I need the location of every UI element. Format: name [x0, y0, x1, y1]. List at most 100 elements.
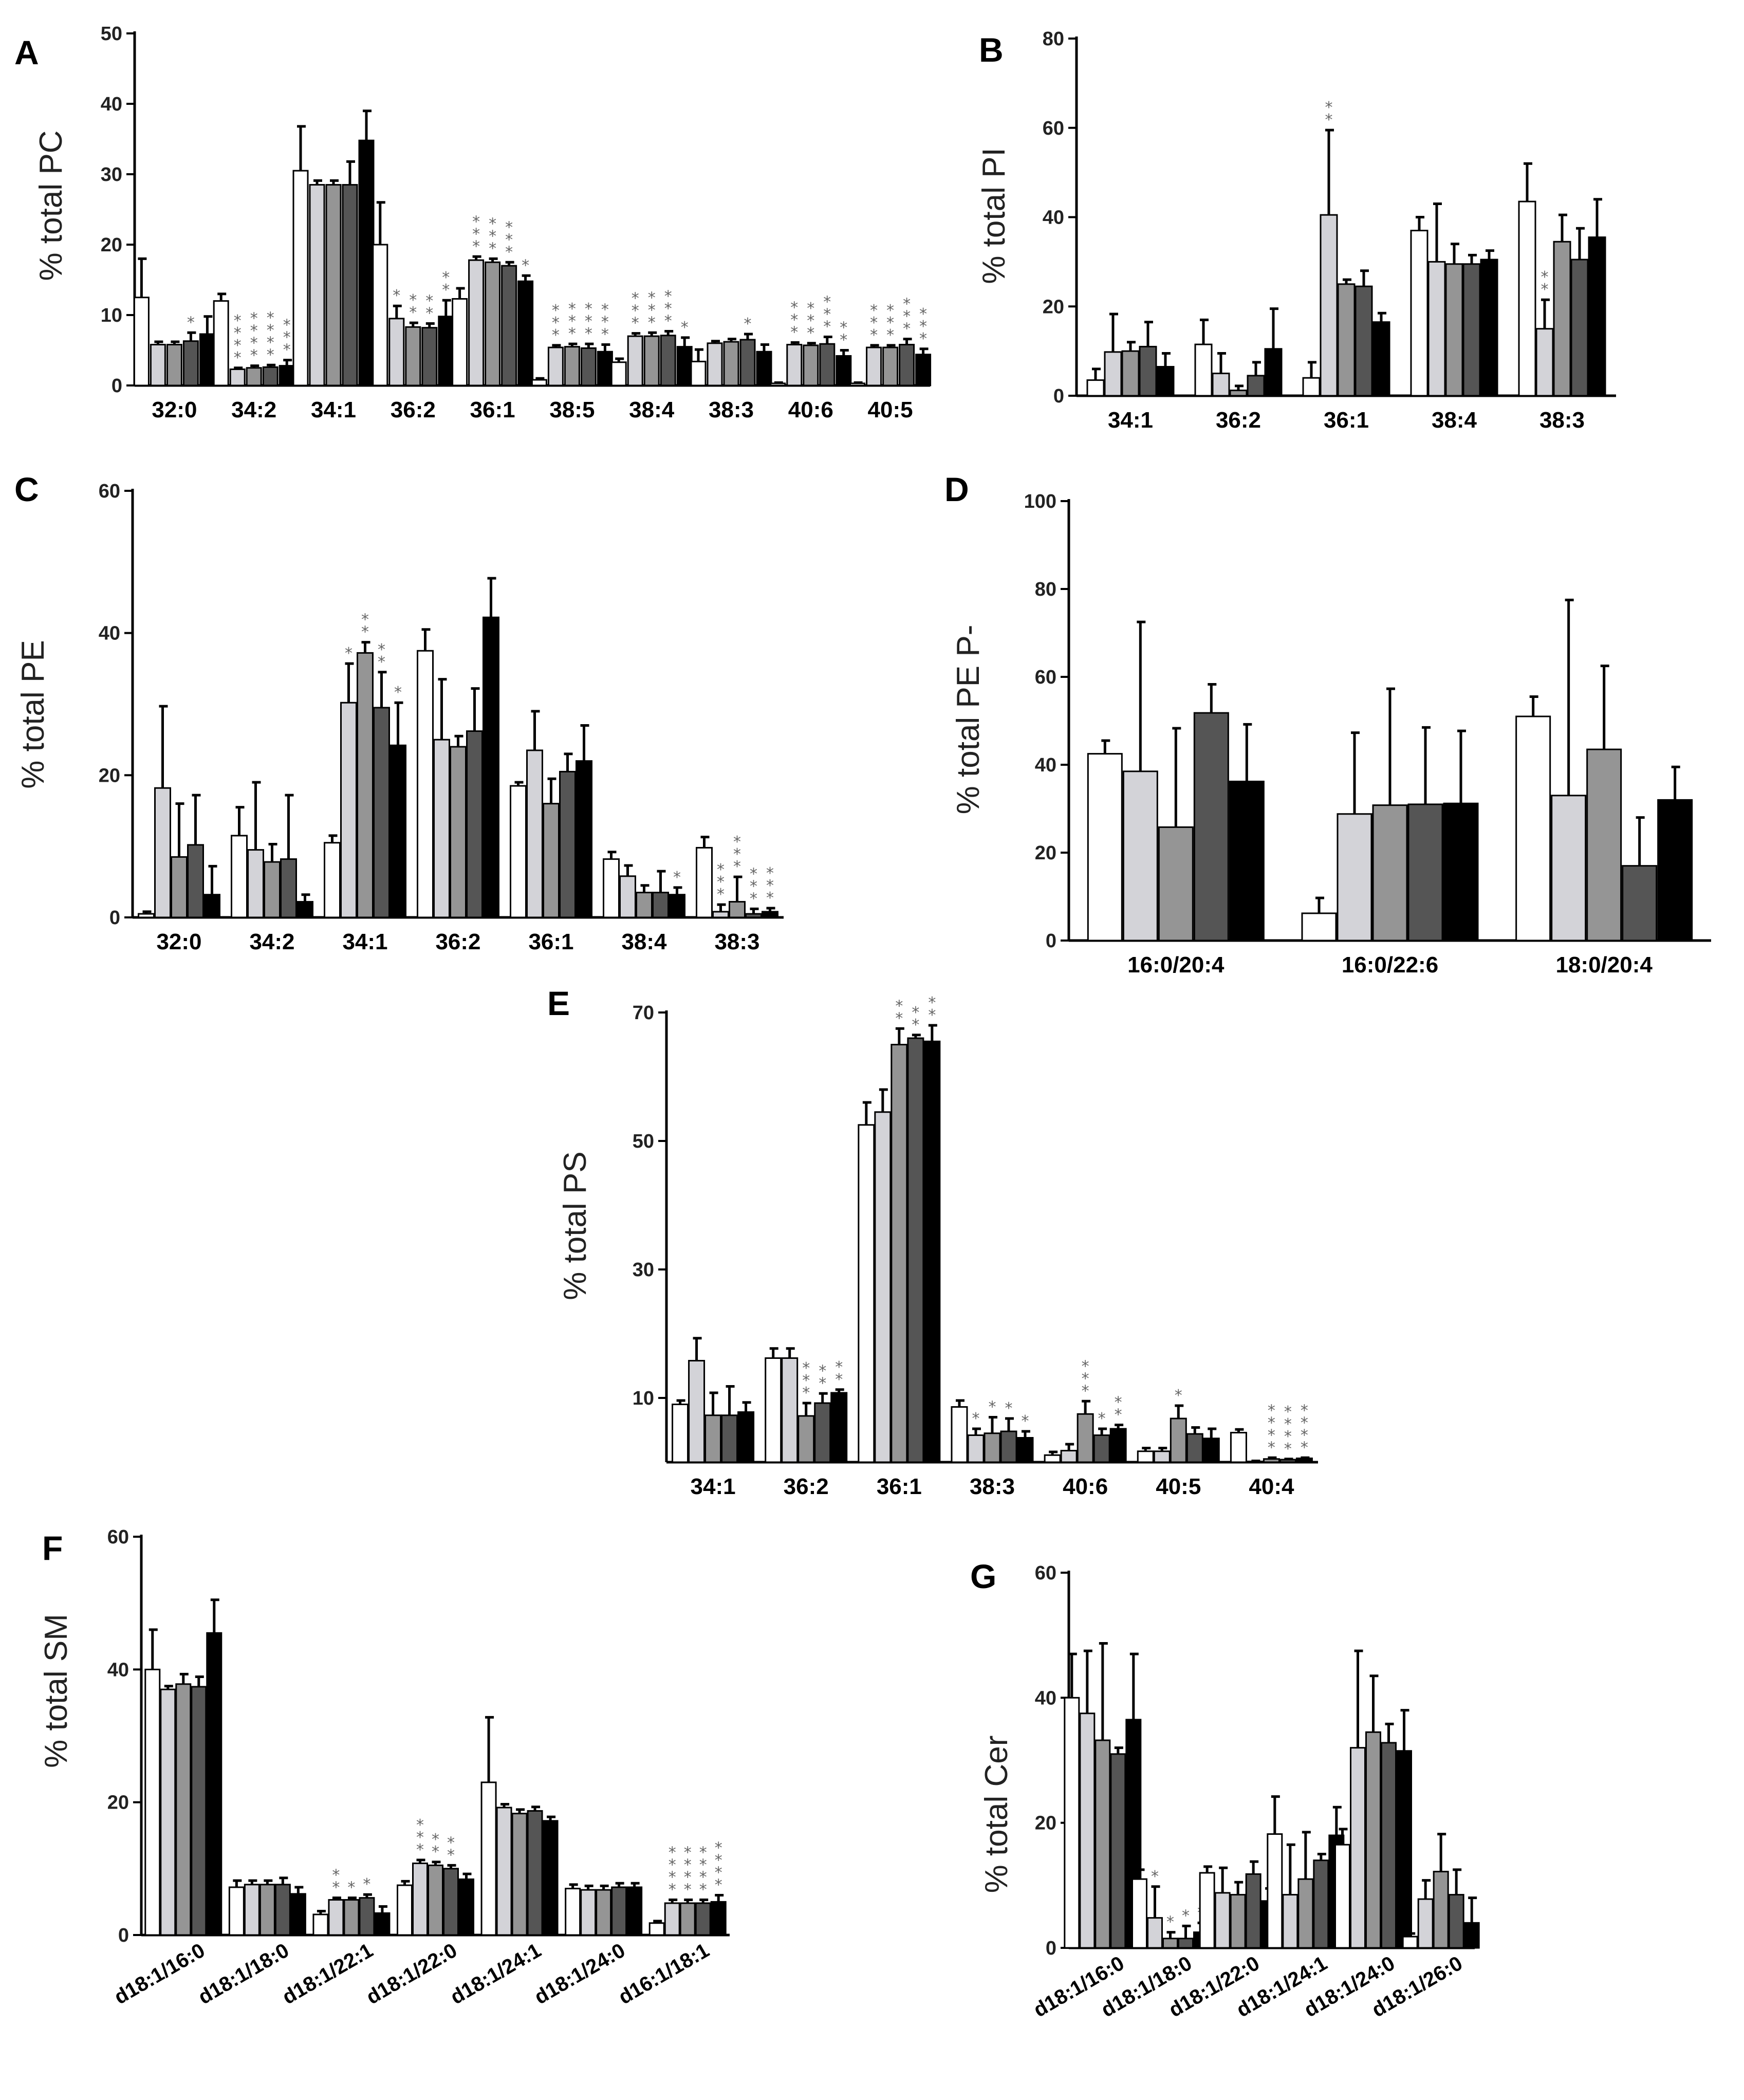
x-tick-label: 38:4	[629, 397, 675, 422]
x-tick-label: 36:2	[435, 929, 480, 954]
bar-C-6-4	[762, 911, 778, 918]
bar-A-7-0	[690, 360, 707, 386]
bar-E-4-2	[1077, 1413, 1094, 1463]
bar-F-4-1	[496, 1807, 512, 1936]
bar-A-0-0	[133, 297, 150, 386]
significance-star: *	[363, 1875, 370, 1893]
x-tick-label: d18:1/22:1	[279, 1939, 377, 2009]
significance-star: *	[903, 296, 911, 314]
x-tick-label: 40:6	[788, 397, 833, 422]
bar-A-4-1	[468, 259, 485, 386]
bar-B-0-1	[1104, 351, 1122, 397]
bar-A-3-3	[421, 327, 438, 386]
x-tick-label: 36:1	[528, 929, 573, 954]
bar-A-5-0	[531, 379, 547, 386]
significance-star: *	[442, 281, 450, 299]
y-tick-label: 20	[101, 234, 122, 256]
bar-A-3-0	[372, 244, 388, 386]
x-tick-label: 38:4	[621, 929, 667, 954]
significance-star: *	[345, 644, 352, 662]
bar-B-2-3	[1355, 285, 1373, 397]
significance-star: *	[669, 1844, 676, 1862]
significance-star: *	[234, 312, 242, 330]
significance-star: *	[870, 314, 878, 332]
significance-star: *	[928, 1006, 936, 1024]
bar-G-3-2	[1297, 1878, 1314, 1949]
significance-star: *	[870, 326, 878, 344]
panel-A: A % total PC 01020304050*32:0***********…	[14, 23, 932, 422]
bar-F-6-3	[695, 1902, 711, 1936]
significance-star: *	[1166, 1913, 1174, 1931]
significance-star: *	[669, 1881, 676, 1899]
bar-B-1-2	[1229, 390, 1248, 397]
significance-star: *	[886, 302, 894, 320]
bar-E-5-4	[1202, 1438, 1220, 1463]
significance-star: *	[989, 1398, 996, 1416]
bar-G-5-2	[1433, 1871, 1449, 1949]
significance-star: *	[416, 1816, 424, 1834]
y-tick-label: 70	[633, 1002, 654, 1024]
significance-star: *	[250, 347, 258, 365]
significance-star: *	[840, 331, 847, 349]
significance-star: *	[840, 319, 847, 337]
y-tick-label: 40	[1043, 207, 1064, 229]
bar-B-0-4	[1156, 366, 1175, 397]
bar-G-1-3	[1178, 1938, 1194, 1949]
bar-C-2-2	[357, 652, 374, 918]
significance-star: *	[1301, 1414, 1308, 1432]
bar-G-3-0	[1267, 1833, 1283, 1949]
bar-A-3-4	[438, 316, 454, 386]
y-tick-label: 40	[1035, 754, 1056, 776]
y-tick-label: 0	[1046, 930, 1056, 952]
x-tick-label: 40:6	[1063, 1474, 1108, 1499]
significance-star: *	[912, 1016, 919, 1034]
significance-star: *	[425, 304, 433, 322]
bar-C-1-1	[247, 849, 264, 918]
bar-C-4-2	[543, 803, 560, 918]
bar-A-0-1	[150, 344, 166, 386]
significance-star: *	[1301, 1426, 1308, 1444]
y-tick-label: 40	[107, 1659, 129, 1681]
significance-star: *	[835, 1358, 843, 1376]
bar-E-2-0	[858, 1124, 875, 1463]
significance-star: *	[699, 1869, 707, 1887]
bar-B-1-3	[1247, 375, 1265, 397]
bar-A-6-2	[643, 335, 660, 386]
significance-star: *	[393, 287, 400, 305]
y-axis-label-D: % total PE P-	[951, 625, 986, 815]
significance-star: *	[378, 641, 385, 659]
significance-star: *	[432, 1831, 439, 1849]
significance-star: *	[733, 833, 741, 851]
significance-star: *	[568, 325, 576, 343]
x-tick-label: d18:1/22:0	[363, 1939, 461, 2009]
y-tick-label: 60	[1043, 118, 1064, 139]
bar-A-7-1	[707, 342, 723, 386]
bar-G-3-1	[1282, 1894, 1298, 1949]
bar-E-4-1	[1060, 1450, 1078, 1463]
y-tick-label: 0	[112, 375, 122, 397]
bar-F-6-4	[710, 1901, 727, 1936]
significance-star: *	[552, 314, 560, 332]
bar-F-2-0	[312, 1913, 329, 1936]
significance-star: *	[823, 305, 831, 323]
bar-G-2-2	[1230, 1894, 1246, 1949]
significance-star: *	[1541, 268, 1549, 286]
bar-A-5-1	[547, 346, 564, 386]
significance-star: *	[790, 311, 798, 329]
y-tick-label: 0	[109, 907, 120, 929]
y-tick-label: 60	[99, 481, 120, 502]
bar-F-3-4	[458, 1878, 474, 1936]
significance-star: *	[1541, 281, 1549, 299]
bar-F-6-0	[648, 1922, 665, 1936]
bar-F-4-4	[542, 1820, 559, 1936]
significance-star: *	[447, 1834, 455, 1852]
significance-star: *	[283, 329, 291, 347]
panel-letter-A: A	[14, 33, 39, 71]
significance-star: *	[1284, 1440, 1292, 1458]
significance-star: *	[585, 300, 592, 318]
significance-star: *	[447, 1846, 455, 1864]
significance-star: *	[585, 325, 592, 343]
significance-star: *	[790, 299, 798, 317]
bar-E-2-3	[907, 1037, 924, 1463]
bar-A-4-3	[501, 265, 517, 386]
